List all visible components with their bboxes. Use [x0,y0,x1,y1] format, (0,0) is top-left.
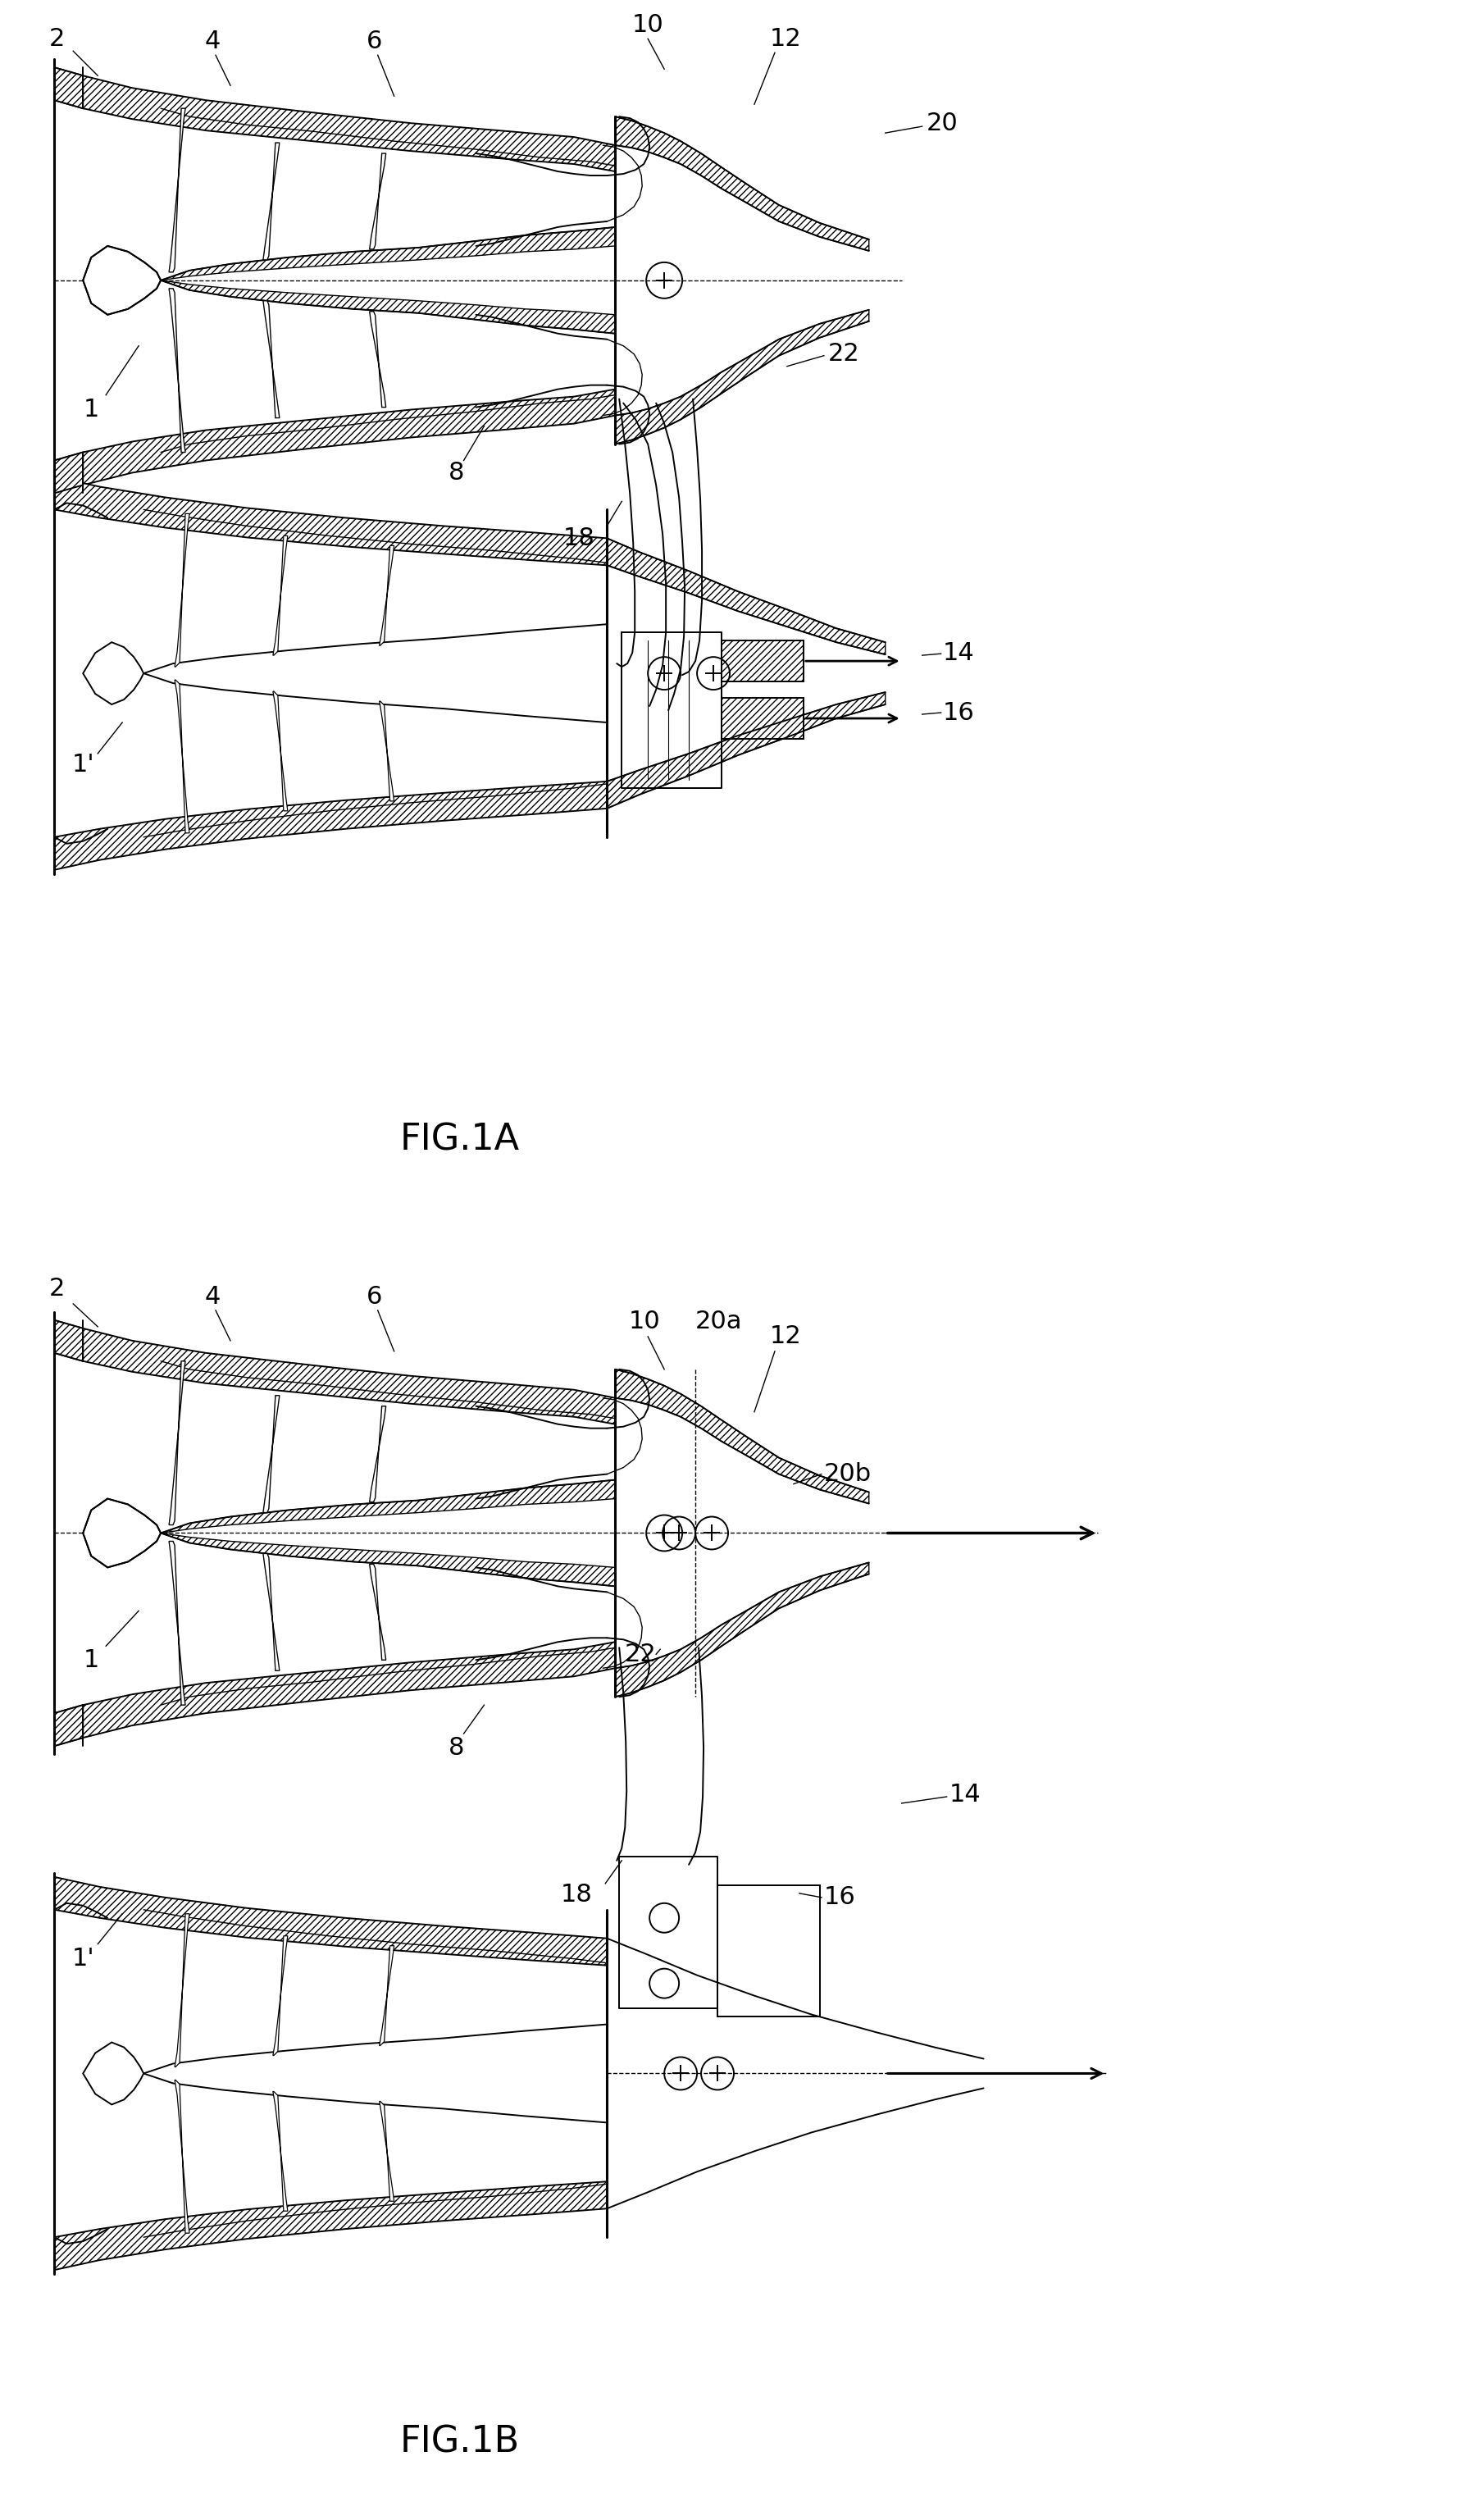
Polygon shape [263,144,280,260]
Polygon shape [169,108,185,272]
Text: FIG.1A: FIG.1A [400,1121,519,1157]
Text: 1: 1 [83,1648,99,1671]
Text: 12: 12 [770,1326,801,1348]
Polygon shape [263,1552,280,1671]
Text: 4: 4 [204,30,221,53]
Polygon shape [55,451,83,494]
Text: 16: 16 [823,1885,855,1910]
Polygon shape [161,1532,614,1585]
Polygon shape [83,1499,161,1567]
Polygon shape [161,280,614,333]
Text: 22: 22 [625,1643,656,1666]
Polygon shape [272,690,287,811]
Polygon shape [614,310,869,444]
Text: 14: 14 [943,640,974,665]
Polygon shape [55,1706,83,1746]
Polygon shape [370,1406,386,1502]
Text: 16: 16 [943,701,974,726]
Polygon shape [169,1361,185,1525]
Text: 10: 10 [629,1310,660,1333]
Polygon shape [55,68,83,108]
Polygon shape [55,388,614,494]
Polygon shape [55,1643,614,1746]
Text: 1': 1' [71,753,95,776]
Polygon shape [83,643,144,706]
Polygon shape [379,547,394,645]
Polygon shape [55,781,607,869]
Polygon shape [721,698,804,738]
Text: 1': 1' [71,1948,95,1971]
Polygon shape [55,2182,607,2271]
Polygon shape [614,116,869,252]
Text: 22: 22 [827,343,860,365]
Polygon shape [379,1945,394,2046]
Polygon shape [169,287,185,451]
Text: 14: 14 [949,1784,980,1807]
Polygon shape [272,2092,287,2210]
Polygon shape [161,227,614,280]
Polygon shape [379,2102,394,2200]
Text: 4: 4 [204,1285,221,1310]
Polygon shape [370,1565,386,1661]
Text: 20a: 20a [696,1310,741,1333]
Text: 18: 18 [562,527,595,549]
Polygon shape [607,693,885,809]
Polygon shape [272,1935,287,2056]
Polygon shape [175,680,189,834]
Text: 2: 2 [49,28,65,50]
Polygon shape [55,1320,83,1361]
Polygon shape [161,1479,614,1532]
Polygon shape [379,701,394,801]
Text: 8: 8 [448,461,465,484]
Polygon shape [263,300,280,418]
Text: 20: 20 [925,111,958,136]
Polygon shape [175,514,189,668]
Polygon shape [370,312,386,408]
Text: 18: 18 [559,1882,592,1908]
Polygon shape [175,2079,189,2233]
Text: 1: 1 [83,398,99,421]
Text: 20b: 20b [823,1462,872,1487]
Polygon shape [263,1396,280,1512]
Polygon shape [55,476,607,564]
Polygon shape [83,2041,144,2104]
Polygon shape [607,539,885,655]
Text: 6: 6 [367,1285,382,1310]
Polygon shape [175,1913,189,2066]
Text: 6: 6 [367,30,382,53]
Text: 12: 12 [770,28,801,50]
Polygon shape [370,154,386,249]
Polygon shape [272,537,287,655]
Polygon shape [55,1877,607,1966]
Text: FIG.1B: FIG.1B [400,2424,519,2460]
Polygon shape [614,1368,869,1504]
Text: 2: 2 [49,1278,65,1300]
Polygon shape [169,1542,185,1706]
Polygon shape [83,247,161,315]
Text: 8: 8 [448,1736,465,1759]
Text: 10: 10 [632,13,663,38]
Polygon shape [721,640,804,680]
Polygon shape [718,1885,820,2016]
Polygon shape [614,1562,869,1696]
Polygon shape [55,1320,614,1424]
Polygon shape [55,68,614,171]
